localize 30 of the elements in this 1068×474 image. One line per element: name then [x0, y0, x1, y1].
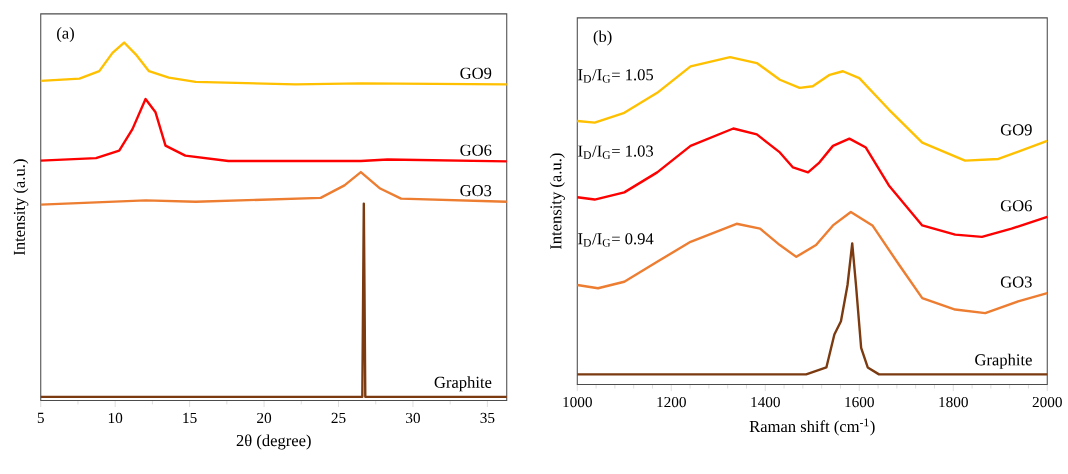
series-label: GO6 — [460, 144, 492, 156]
x-axis-title: Raman shift (cm$^{-1}$) — [749, 418, 875, 436]
x-tick-label: 10 — [108, 412, 123, 424]
series-label: Graphite — [434, 376, 492, 392]
x-tick-label: 1800 — [939, 396, 968, 408]
x-tick-label: 1400 — [751, 396, 780, 408]
y-axis-title: Intensity (a.u.) — [549, 153, 565, 250]
annotation: I$_{D}$/I$_{G}$= 0.94 — [578, 233, 654, 247]
x-tick-label: 20 — [257, 412, 272, 424]
series-label: Graphite — [975, 353, 1032, 369]
series-label: GO3 — [460, 185, 492, 197]
x-tick-label: 15 — [183, 412, 197, 424]
x-tick-label: 1200 — [657, 396, 686, 408]
text: (b) — [593, 30, 612, 46]
x-tick-label: 1000 — [563, 396, 592, 408]
series-label: GO9 — [460, 67, 492, 79]
x-tick-label: 2000 — [1032, 396, 1062, 408]
annotation: I$_{D}$/I$_{G}$= 1.05 — [578, 69, 654, 83]
y-axis-title: Intensity (a.u.) — [13, 159, 29, 256]
text: (a) — [57, 27, 74, 43]
series-label: GO3 — [1000, 276, 1032, 288]
series-label: GO9 — [1000, 124, 1032, 136]
x-tick-label: 5 — [37, 412, 44, 423]
x-tick-label: 35 — [480, 412, 495, 424]
series-label: GO6 — [1000, 200, 1032, 212]
x-tick-label: 30 — [406, 412, 420, 424]
x-tick-label: 25 — [331, 412, 346, 424]
x-axis-title: 2θ (degree) — [236, 434, 311, 450]
x-tick-label: 1600 — [845, 396, 874, 408]
annotation: I$_{D}$/I$_{G}$= 1.03 — [578, 145, 654, 159]
